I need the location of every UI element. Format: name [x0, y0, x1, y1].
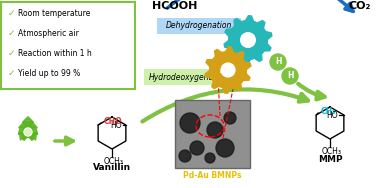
FancyArrowPatch shape: [23, 121, 37, 138]
Text: MMP: MMP: [318, 155, 342, 164]
Circle shape: [282, 68, 298, 84]
Text: Au: Au: [220, 65, 236, 75]
FancyArrowPatch shape: [143, 89, 308, 121]
FancyArrowPatch shape: [28, 133, 37, 140]
Circle shape: [207, 122, 223, 138]
FancyBboxPatch shape: [144, 69, 234, 85]
Text: CO₂: CO₂: [349, 1, 371, 11]
Text: Hydrodeoxygenation: Hydrodeoxygenation: [149, 73, 229, 82]
Text: Atmospheric air: Atmospheric air: [18, 29, 79, 37]
Circle shape: [24, 128, 32, 136]
Text: H: H: [275, 58, 281, 67]
Text: Vanillin: Vanillin: [93, 164, 131, 173]
Text: OCH₃: OCH₃: [104, 156, 124, 165]
FancyArrowPatch shape: [19, 121, 33, 138]
Circle shape: [220, 62, 235, 78]
Text: ✓: ✓: [8, 49, 15, 58]
Text: HO: HO: [110, 121, 122, 130]
Text: Reaction within 1 h: Reaction within 1 h: [18, 49, 92, 58]
FancyArrowPatch shape: [298, 84, 325, 99]
Text: HCOOH: HCOOH: [152, 1, 198, 11]
Text: ✓: ✓: [8, 29, 15, 37]
Text: OCH₃: OCH₃: [322, 146, 342, 155]
Circle shape: [209, 51, 247, 89]
FancyArrowPatch shape: [167, 0, 353, 11]
Text: Dehydrogenation: Dehydrogenation: [166, 21, 232, 30]
Text: Pd: Pd: [240, 35, 256, 45]
Text: Yield up to 99 %: Yield up to 99 %: [18, 68, 80, 77]
Text: HO: HO: [326, 111, 338, 120]
FancyArrowPatch shape: [19, 127, 29, 139]
Circle shape: [224, 112, 236, 124]
FancyBboxPatch shape: [1, 2, 135, 89]
FancyArrowPatch shape: [27, 127, 38, 139]
Circle shape: [179, 150, 191, 162]
Text: Pd-Au BMNPs: Pd-Au BMNPs: [183, 171, 242, 180]
Circle shape: [240, 32, 256, 48]
Text: ✓: ✓: [8, 8, 15, 17]
Text: H: H: [287, 71, 293, 80]
FancyBboxPatch shape: [175, 100, 250, 168]
Text: Room temperature: Room temperature: [18, 8, 90, 17]
Text: ✓: ✓: [8, 68, 15, 77]
Polygon shape: [204, 46, 252, 94]
Circle shape: [180, 113, 200, 133]
Text: CHO: CHO: [103, 118, 122, 127]
FancyBboxPatch shape: [157, 18, 241, 34]
Circle shape: [190, 141, 204, 155]
Text: CH₃: CH₃: [320, 108, 336, 117]
Circle shape: [270, 54, 286, 70]
Polygon shape: [223, 15, 273, 65]
Circle shape: [216, 139, 234, 157]
Circle shape: [205, 153, 215, 163]
FancyArrowPatch shape: [22, 117, 34, 137]
FancyArrowPatch shape: [19, 133, 28, 140]
Circle shape: [25, 129, 31, 135]
Circle shape: [228, 20, 268, 60]
